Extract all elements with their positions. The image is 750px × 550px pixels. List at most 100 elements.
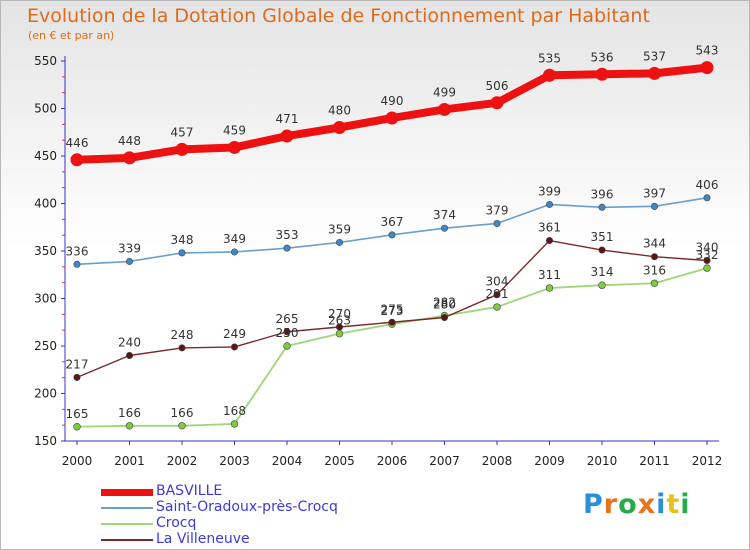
data-label: 311 <box>538 268 561 282</box>
data-point <box>598 281 606 289</box>
legend-label: Crocq <box>156 515 197 531</box>
data-point <box>650 202 658 210</box>
data-label: 166 <box>171 406 194 420</box>
data-label: 273 <box>381 304 404 318</box>
data-point <box>73 373 81 381</box>
data-point <box>438 102 451 116</box>
data-label: 249 <box>223 327 246 341</box>
data-label: 344 <box>643 237 666 251</box>
data-point <box>175 142 189 156</box>
data-point <box>126 257 134 265</box>
data-point <box>231 248 239 256</box>
x-tick-label: 2012 <box>692 454 723 468</box>
x-tick-label: 2002 <box>167 454 198 468</box>
data-point <box>650 253 658 261</box>
data-point <box>283 244 291 252</box>
data-label: 351 <box>591 230 614 244</box>
data-point <box>388 231 396 239</box>
data-label: 536 <box>591 50 614 64</box>
data-label: 448 <box>118 134 141 148</box>
data-point <box>440 224 448 232</box>
data-label: 457 <box>171 125 194 139</box>
data-point <box>545 200 553 208</box>
data-label: 397 <box>643 186 666 200</box>
data-point <box>123 151 136 165</box>
data-point <box>125 422 134 430</box>
data-label: 349 <box>223 232 246 246</box>
data-point <box>73 260 81 268</box>
data-point <box>598 203 606 211</box>
data-label: 282 <box>433 296 456 310</box>
data-point <box>648 66 661 80</box>
data-label: 270 <box>328 307 351 321</box>
data-point <box>703 256 711 264</box>
data-point <box>440 313 448 321</box>
data-label: 165 <box>66 407 89 421</box>
x-tick-label: 2006 <box>377 454 408 468</box>
x-tick-label: 2011 <box>639 454 670 468</box>
x-tick-label: 2004 <box>272 454 303 468</box>
data-label: 480 <box>328 104 351 118</box>
data-point <box>335 329 344 338</box>
legend-swatch <box>101 507 153 509</box>
data-label: 499 <box>433 85 456 99</box>
data-point <box>73 423 81 431</box>
data-label: 399 <box>538 184 561 198</box>
y-tick-label: 200 <box>34 387 57 401</box>
data-point <box>178 344 186 352</box>
data-label: 316 <box>643 263 666 277</box>
data-label: 537 <box>643 49 666 63</box>
data-point <box>335 238 343 246</box>
data-point <box>543 68 556 82</box>
data-label: 240 <box>118 336 141 350</box>
data-label: 339 <box>118 241 141 255</box>
data-point <box>126 351 134 359</box>
legend-swatch <box>101 488 153 496</box>
data-label: 248 <box>171 328 194 342</box>
proxiti-logo: Proxiti <box>583 489 691 520</box>
y-tick-label: 250 <box>34 339 57 353</box>
data-point <box>178 249 186 257</box>
data-label: 374 <box>433 208 456 222</box>
data-point <box>335 323 343 331</box>
x-tick-label: 2009 <box>534 454 565 468</box>
data-label: 340 <box>696 241 719 255</box>
data-label: 506 <box>486 79 509 93</box>
data-label: 361 <box>538 221 561 235</box>
data-point <box>490 96 504 110</box>
data-label: 304 <box>486 275 509 289</box>
y-tick-label: 350 <box>34 244 57 258</box>
data-point <box>178 422 186 430</box>
data-label: 166 <box>118 406 141 420</box>
y-tick-label: 300 <box>34 292 57 306</box>
y-tick-label: 550 <box>34 54 57 68</box>
data-label: 535 <box>538 51 561 65</box>
x-tick-label: 2008 <box>482 454 513 468</box>
data-label: 459 <box>223 123 246 137</box>
data-label: 250 <box>276 326 299 340</box>
legend-swatch <box>101 539 153 541</box>
x-tick-label: 2003 <box>219 454 250 468</box>
chart-subtitle: (en € et par an) <box>28 29 115 42</box>
data-point <box>228 140 241 154</box>
data-label: 291 <box>486 287 509 301</box>
data-point <box>703 264 711 272</box>
data-label: 379 <box>486 203 509 217</box>
legend-label: Saint-Oradoux-près-Crocq <box>156 499 338 515</box>
data-point <box>280 129 294 143</box>
data-point <box>493 303 501 311</box>
data-point <box>283 342 291 350</box>
y-tick-label: 400 <box>34 197 57 211</box>
data-point <box>545 237 553 245</box>
data-label: 359 <box>328 222 351 236</box>
data-label: 396 <box>591 187 614 201</box>
x-tick-label: 2010 <box>587 454 618 468</box>
data-label: 332 <box>696 248 719 262</box>
data-point <box>231 343 239 351</box>
data-point <box>703 194 711 202</box>
data-label: 446 <box>66 136 89 150</box>
series-line-2 <box>76 267 708 428</box>
data-label: 471 <box>276 112 299 126</box>
